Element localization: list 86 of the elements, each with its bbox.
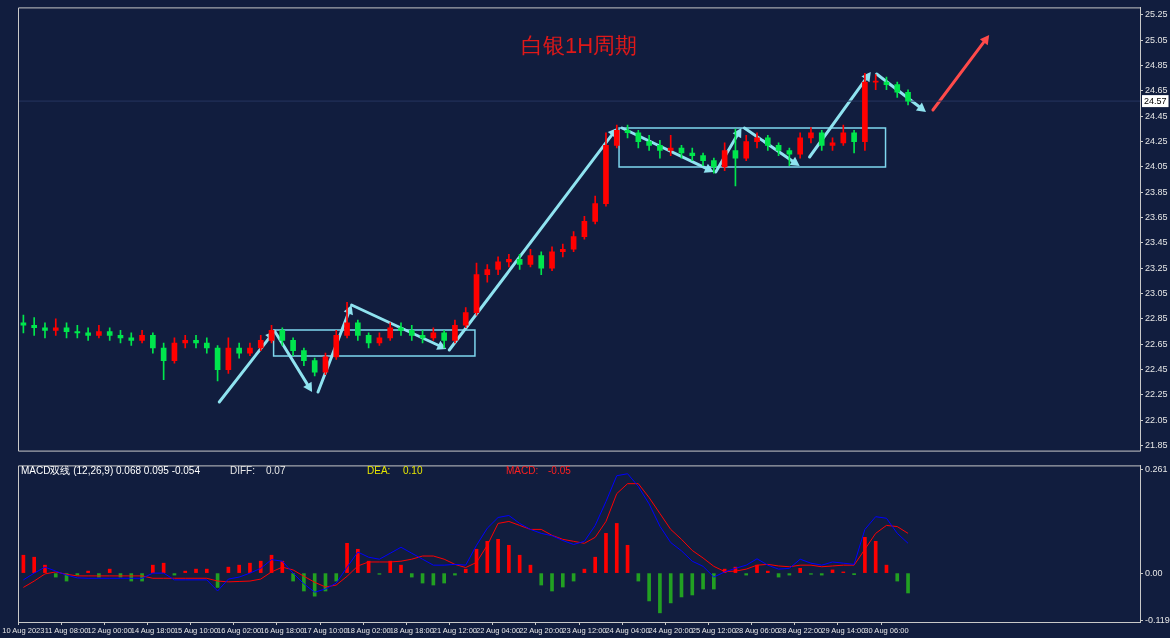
candlestick xyxy=(31,317,38,336)
bar xyxy=(485,540,490,573)
bar xyxy=(873,540,878,573)
bar xyxy=(539,573,544,586)
y-tick-label: 21.85 xyxy=(1145,440,1168,451)
bar xyxy=(690,573,695,596)
chart-title: MACD双线 (12,26,9) 0.068 0.095 -0.054 xyxy=(21,465,201,477)
bar xyxy=(356,548,360,573)
candlestick xyxy=(398,322,404,336)
bar xyxy=(237,564,241,573)
bar xyxy=(32,556,37,573)
bar xyxy=(388,560,393,573)
y-tick-label: -0.119 xyxy=(1145,614,1170,625)
bar xyxy=(507,544,511,573)
y-tick-label: 0.261 xyxy=(1145,463,1168,474)
bar xyxy=(345,542,349,573)
bar xyxy=(658,573,662,614)
bar xyxy=(798,568,802,573)
bar xyxy=(463,568,468,573)
bar xyxy=(248,562,252,573)
bar xyxy=(765,570,770,573)
y-tick-label: 23.45 xyxy=(1145,237,1168,248)
bar xyxy=(906,573,910,594)
bar xyxy=(204,568,209,573)
y-tick-label: 23.25 xyxy=(1145,262,1168,273)
y-tick-label: 0.00 xyxy=(1145,567,1163,578)
annotation: -0.05 xyxy=(548,465,572,477)
annotation: MACD: xyxy=(506,465,539,477)
bar xyxy=(668,573,673,604)
candlestick xyxy=(559,243,566,258)
y-tick-label: 22.05 xyxy=(1145,414,1168,425)
y-tick-label: 24.85 xyxy=(1145,60,1168,71)
bar xyxy=(744,573,749,576)
text: 白银1H周期 xyxy=(520,33,638,59)
bar xyxy=(647,573,651,602)
bar xyxy=(453,573,457,576)
y-tick-label: 23.85 xyxy=(1145,186,1168,197)
bar xyxy=(593,556,598,573)
y-tick-label: 23.05 xyxy=(1145,288,1168,299)
candlestick xyxy=(689,147,696,161)
bar xyxy=(194,568,198,573)
bar xyxy=(291,573,295,582)
annotation: DIFF: xyxy=(230,465,255,477)
candlestick xyxy=(193,335,199,349)
bar xyxy=(334,573,339,582)
bar xyxy=(755,564,759,573)
bar xyxy=(701,573,705,590)
bar xyxy=(107,568,112,573)
bar xyxy=(614,523,619,573)
annotation: DEA: xyxy=(367,465,391,477)
y-tick-label: 22.65 xyxy=(1145,338,1168,349)
y-tick-label: 24.05 xyxy=(1145,161,1168,172)
candlestick xyxy=(128,332,135,346)
bar xyxy=(399,564,403,573)
bar xyxy=(863,537,867,573)
y-tick-label: 23.65 xyxy=(1145,212,1168,223)
candlestick xyxy=(506,254,512,268)
y-tick-label: 24.25 xyxy=(1145,136,1168,147)
annotation: 0.07 xyxy=(266,465,286,477)
y-tick-label: 22.45 xyxy=(1145,364,1168,375)
y-tick-label: 22.85 xyxy=(1145,313,1168,324)
bar xyxy=(819,573,824,576)
bar xyxy=(86,570,90,573)
candlestick xyxy=(667,134,674,156)
bar xyxy=(496,539,500,573)
bar xyxy=(183,570,188,573)
bar xyxy=(560,573,565,588)
candlestick xyxy=(42,322,48,339)
y-tick-label: 22.25 xyxy=(1145,389,1168,400)
bar xyxy=(604,533,608,573)
bar xyxy=(550,573,554,592)
bar xyxy=(895,573,900,582)
y-tick-label: 25.05 xyxy=(1145,34,1168,45)
candlestick xyxy=(182,335,189,349)
ref-line-label: 24.57 xyxy=(1144,95,1167,106)
y-tick-label: 24.45 xyxy=(1145,110,1168,121)
bar xyxy=(409,573,414,578)
bar xyxy=(442,573,446,584)
candlestick xyxy=(85,327,91,341)
candlestick xyxy=(52,318,59,336)
bar xyxy=(151,564,155,573)
bar xyxy=(53,573,58,578)
annotation: 0.10 xyxy=(403,465,423,477)
bar xyxy=(712,573,716,590)
y-tick-label: 24.65 xyxy=(1145,85,1168,96)
y-tick-label: 25.25 xyxy=(1145,9,1168,20)
